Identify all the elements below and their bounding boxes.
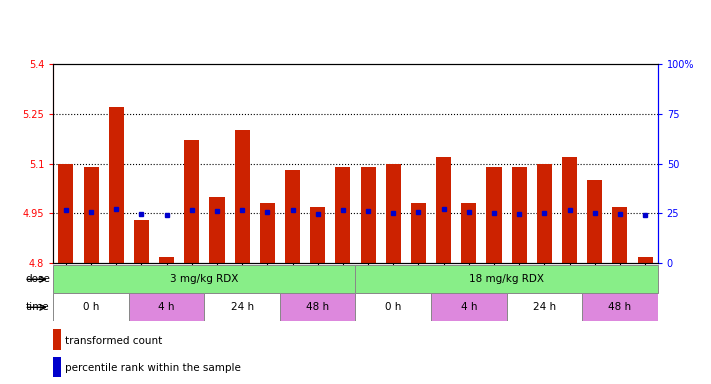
Bar — [159, 257, 174, 263]
Bar — [385, 164, 401, 263]
Text: 3 mg/kg RDX: 3 mg/kg RDX — [170, 274, 239, 284]
Bar — [84, 167, 99, 263]
Bar — [486, 167, 501, 263]
Bar — [587, 180, 602, 263]
Text: time: time — [26, 302, 50, 312]
Text: dose: dose — [25, 274, 50, 284]
Bar — [360, 167, 375, 263]
Bar — [109, 107, 124, 263]
Bar — [537, 164, 552, 263]
Bar — [58, 164, 73, 263]
Bar — [431, 293, 506, 321]
Bar — [210, 197, 225, 263]
Bar — [562, 157, 577, 263]
Text: 24 h: 24 h — [230, 302, 254, 312]
Bar — [205, 293, 280, 321]
Bar — [512, 167, 527, 263]
Bar — [129, 293, 205, 321]
Bar — [356, 265, 658, 293]
Text: 48 h: 48 h — [306, 302, 329, 312]
Bar — [336, 167, 351, 263]
Text: 4 h: 4 h — [159, 302, 175, 312]
Bar — [235, 130, 250, 263]
Bar — [310, 207, 325, 263]
Bar — [612, 207, 627, 263]
Bar — [638, 257, 653, 263]
Bar — [134, 220, 149, 263]
Bar — [53, 293, 129, 321]
Bar — [260, 204, 275, 263]
Text: percentile rank within the sample: percentile rank within the sample — [65, 363, 240, 373]
Text: 0 h: 0 h — [385, 302, 402, 312]
Bar — [53, 356, 61, 377]
Bar — [184, 140, 199, 263]
Text: 0 h: 0 h — [83, 302, 100, 312]
Bar — [285, 170, 300, 263]
Text: 4 h: 4 h — [461, 302, 477, 312]
Text: 48 h: 48 h — [609, 302, 631, 312]
Bar — [461, 204, 476, 263]
Bar — [506, 293, 582, 321]
Bar — [436, 157, 451, 263]
Bar — [582, 293, 658, 321]
Text: 18 mg/kg RDX: 18 mg/kg RDX — [469, 274, 544, 284]
Bar — [53, 265, 356, 293]
Bar — [53, 329, 61, 350]
Text: 24 h: 24 h — [533, 302, 556, 312]
Text: transformed count: transformed count — [65, 336, 162, 346]
Bar — [411, 204, 426, 263]
Bar — [356, 293, 431, 321]
Bar — [280, 293, 356, 321]
